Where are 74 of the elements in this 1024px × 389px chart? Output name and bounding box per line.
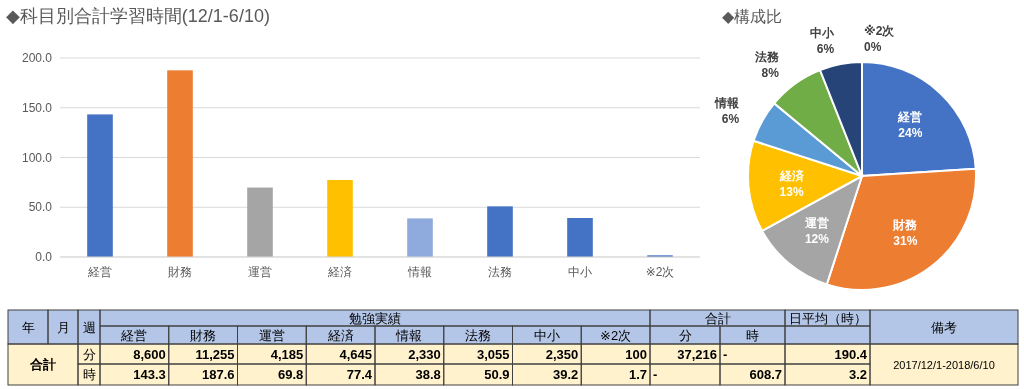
text: 中小: [533, 327, 560, 343]
text: 1.7: [628, 367, 647, 382]
text: 勉強実績: [349, 310, 401, 326]
text: 11,255: [195, 346, 235, 362]
text: 情報: [395, 327, 423, 343]
y-tick-label: 150.0: [21, 100, 53, 115]
text: 0%: [864, 40, 882, 54]
y-tick-label: 50.0: [28, 200, 53, 215]
y-tick-label: 200.0: [21, 51, 53, 65]
category-label: ※2次: [864, 24, 895, 38]
chart-title: ◆科目別合計学習時間(12/1-6/10): [6, 6, 270, 26]
text: 39.2: [552, 367, 579, 382]
text: 運営: [258, 327, 285, 343]
x-tick-label: 経営: [87, 265, 112, 279]
text: 時: [82, 367, 96, 382]
text: ※2次: [600, 327, 632, 343]
slice-label: 運営: [803, 216, 829, 231]
text: 月: [56, 319, 70, 335]
text: 年: [21, 319, 35, 335]
x-tick-label: ※2次: [645, 265, 675, 279]
x-tick-label: 中小: [568, 265, 592, 279]
text: 38.8: [415, 367, 441, 382]
y-tick-label: 100.0: [21, 150, 53, 165]
text: 日平均（時）: [788, 310, 867, 326]
text: 100: [625, 346, 647, 362]
text: 4,645: [339, 346, 372, 362]
text: 備考: [931, 319, 957, 335]
text: 50.9: [484, 367, 510, 382]
text: 財務: [190, 327, 217, 343]
text: 分: [82, 346, 96, 362]
text: 2,350: [545, 346, 579, 362]
y-tick-label: 0.0: [35, 250, 53, 264]
slice-label: 経済: [778, 168, 805, 183]
text: 週: [82, 319, 96, 335]
text: 2,330: [408, 346, 441, 362]
text: 187.6: [201, 367, 235, 382]
x-tick-label: 情報: [407, 265, 432, 279]
data-label: 6%: [721, 111, 740, 126]
text: 法務: [465, 327, 492, 343]
chart-title: ◆構成比: [722, 8, 783, 25]
text: 608.7: [749, 367, 782, 382]
text: -: [653, 367, 658, 382]
text: 3,055: [476, 346, 510, 362]
text: 時: [746, 327, 759, 343]
text: 分: [678, 327, 692, 343]
text: 37,216: [677, 346, 717, 362]
text: 190.4: [834, 346, 868, 362]
text: 143.3: [133, 367, 166, 382]
x-tick-label: 法務: [488, 265, 512, 279]
slice-label: 経営: [897, 110, 923, 125]
data-label: 12%: [804, 232, 830, 247]
text: 経済: [326, 327, 354, 343]
slice-label: 情報: [714, 95, 741, 110]
text: -: [723, 346, 728, 362]
text: 4,185: [270, 346, 304, 362]
text: 2017/12/1-2018/6/10: [893, 359, 995, 371]
slice-label: 中小: [810, 26, 836, 41]
x-tick-label: 経済: [327, 265, 352, 279]
text: 77.4: [346, 367, 373, 382]
text: 経営: [120, 327, 148, 343]
data-label: 8%: [761, 66, 780, 81]
data-label: 6%: [816, 42, 835, 57]
data-label: 24%: [898, 126, 923, 141]
text: 8,600: [133, 346, 166, 362]
text: 合計: [29, 357, 56, 372]
slice-label: 法務: [753, 50, 780, 65]
data-label: 13%: [779, 184, 804, 199]
text: 合計: [704, 310, 731, 326]
text: 69.8: [277, 367, 304, 382]
text: 3.2: [848, 367, 867, 382]
x-tick-label: 財務: [168, 265, 192, 279]
data-label: 31%: [893, 233, 918, 248]
x-tick-label: 運営: [248, 265, 272, 279]
slice-label: 財務: [892, 217, 919, 232]
